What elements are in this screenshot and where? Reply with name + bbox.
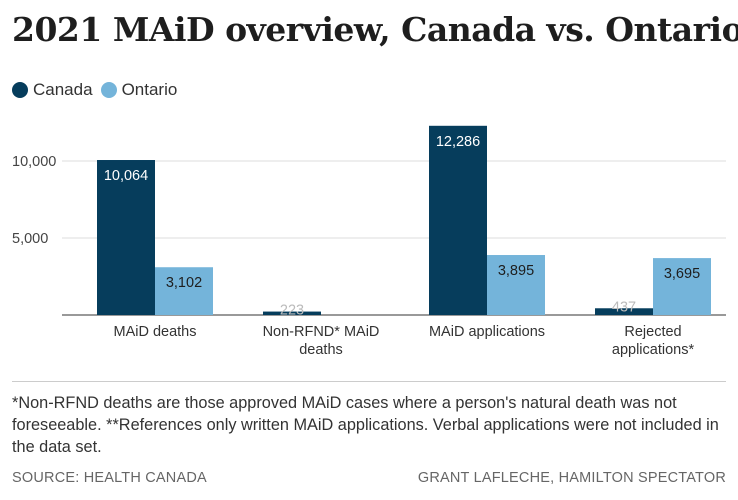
x-tick-label: deaths (299, 342, 343, 358)
legend-label-canada: Canada (33, 80, 93, 99)
legend-swatch-ontario (100, 82, 117, 98)
divider (12, 381, 726, 382)
data-label: 3,895 (498, 263, 534, 279)
bar-ontario-2 (487, 255, 545, 315)
bar-canada-1 (263, 311, 321, 315)
x-tick-label: MAiD applications (429, 324, 545, 340)
data-label: 10,064 (104, 168, 148, 184)
legend-item-ontario: Ontario (100, 80, 178, 100)
chart-title: 2021 MAiD overview, Canada vs. Ontario (12, 10, 738, 49)
bar-ontario-0 (155, 267, 213, 315)
data-label: 12,286 (436, 134, 480, 150)
y-tick-label: 5,000 (12, 231, 48, 247)
y-tick-label: 10,000 (12, 154, 56, 170)
x-tick-label: MAiD deaths (113, 324, 196, 340)
data-label: 437 (612, 299, 636, 315)
legend-item-canada: Canada (12, 80, 93, 100)
x-tick-label: applications* (612, 342, 695, 358)
legend: Canada Ontario (12, 80, 185, 100)
data-label: 3,695 (664, 266, 700, 282)
source-text: SOURCE: HEALTH CANADA (12, 470, 207, 486)
bar-canada-2 (429, 125, 487, 316)
x-tick-label: Rejected (624, 324, 681, 340)
data-label: 223 (280, 303, 304, 319)
bar-canada-0 (97, 160, 155, 315)
x-tick-label: Non-RFND* MAiD (263, 324, 380, 340)
bar-ontario-3 (653, 258, 711, 315)
bar-canada-3 (595, 308, 653, 315)
footnote: *Non-RFND deaths are those approved MAiD… (12, 394, 719, 456)
legend-swatch-canada (12, 82, 28, 98)
credit-text: GRANT LAFLECHE, HAMILTON SPECTATOR (417, 470, 726, 486)
bar-chart: 5,000 10,000 10,064 3,102 MAiD deaths 223 Non-… (12, 125, 726, 358)
data-label: 3,102 (166, 275, 202, 291)
legend-label-ontario: Ontario (121, 80, 178, 99)
